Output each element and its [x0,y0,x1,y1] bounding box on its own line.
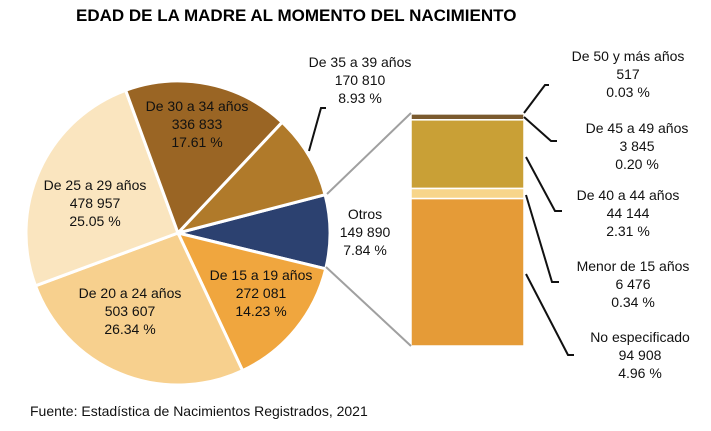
source-note: Fuente: Estadística de Nacimientos Regis… [30,403,368,419]
label-value: 517 [616,66,640,82]
leader-line-50 [523,84,549,114]
pie-slice-5 [173,120,327,236]
bar-label-50-mas: De 50 y más años 517 0.03 % [572,48,685,100]
leader-line-menor-15 [525,194,559,283]
leader-line-no-especificado [525,273,574,356]
bar-segment-1 [410,113,525,121]
label-name: De 35 a 39 años [309,54,412,70]
pie-slice-1 [175,230,328,373]
bar-segment-2 [410,119,525,190]
label-value: 94 908 [619,347,662,363]
leader-line-35-39 [308,107,326,152]
bar-segment-3 [410,187,525,200]
label-name: Otros [348,206,382,222]
label-name: De 40 a 44 años [577,187,680,203]
label-name: De 50 y más años [572,48,685,64]
label-name: No especificado [590,329,690,345]
pie [24,79,332,387]
label-value: 3 845 [619,138,654,154]
label-percent: 7.84 % [343,242,387,258]
pie-label-15-19: De 15 a 19 años 272 081 14.23 % [210,267,313,319]
label-value: 503 607 [105,303,156,319]
label-value: 336 833 [172,116,223,132]
bar-label-menor-15: Menor de 15 años 6 476 0.34 % [577,258,690,310]
label-value: 272 081 [236,285,287,301]
label-percent: 17.61 % [171,134,222,150]
pie-slice-2 [33,231,245,387]
label-value: 478 957 [70,195,121,211]
label-name: De 45 a 49 años [586,120,689,136]
label-percent: 14.23 % [235,303,286,319]
leader-line-45-49 [523,116,557,142]
label-name: De 15 a 19 años [210,267,313,283]
label-percent: 0.34 % [611,294,655,310]
pie-label-20-24: De 20 a 24 años 503 607 26.34 % [79,285,182,337]
label-percent: 8.93 % [338,90,382,106]
label-name: De 25 a 29 años [44,177,147,193]
connector-line-top [326,112,412,195]
label-percent: 0.03 % [606,84,650,100]
label-percent: 4.96 % [618,365,662,381]
bar-label-40-44: De 40 a 44 años 44 144 2.31 % [577,187,680,239]
label-value: 6 476 [615,276,650,292]
pie-slice-3 [24,88,180,288]
label-value: 149 890 [340,224,391,240]
label-percent: 0.20 % [615,156,659,172]
chart-title: EDAD DE LA MADRE AL MOMENTO DEL NACIMIEN… [76,6,516,25]
leader-line-40-44 [525,156,562,212]
label-name: Menor de 15 años [577,258,690,274]
label-name: De 30 a 34 años [146,98,249,114]
label-name: De 20 a 24 años [79,285,182,301]
label-percent: 25.05 % [69,213,120,229]
label-percent: 2.31 % [606,223,650,239]
label-value: 170 810 [335,72,386,88]
pie-label-otros: Otros 149 890 7.84 % [340,206,391,258]
pie-label-30-34: De 30 a 34 años 336 833 17.61 % [146,98,249,150]
label-percent: 26.34 % [104,321,155,337]
pie-label-25-29: De 25 a 29 años 478 957 25.05 % [44,177,147,229]
label-value: 44 144 [607,205,650,221]
pie-slice-4 [123,79,285,236]
bar-segment-4 [410,197,525,347]
pie-label-35-39: De 35 a 39 años 170 810 8.93 % [309,54,412,106]
bar-label-no-especificado: No especificado 94 908 4.96 % [590,329,690,381]
connector-line-bottom [325,266,412,347]
stacked-bar [410,112,525,347]
bar-label-45-49: De 45 a 49 años 3 845 0.20 % [586,120,689,172]
